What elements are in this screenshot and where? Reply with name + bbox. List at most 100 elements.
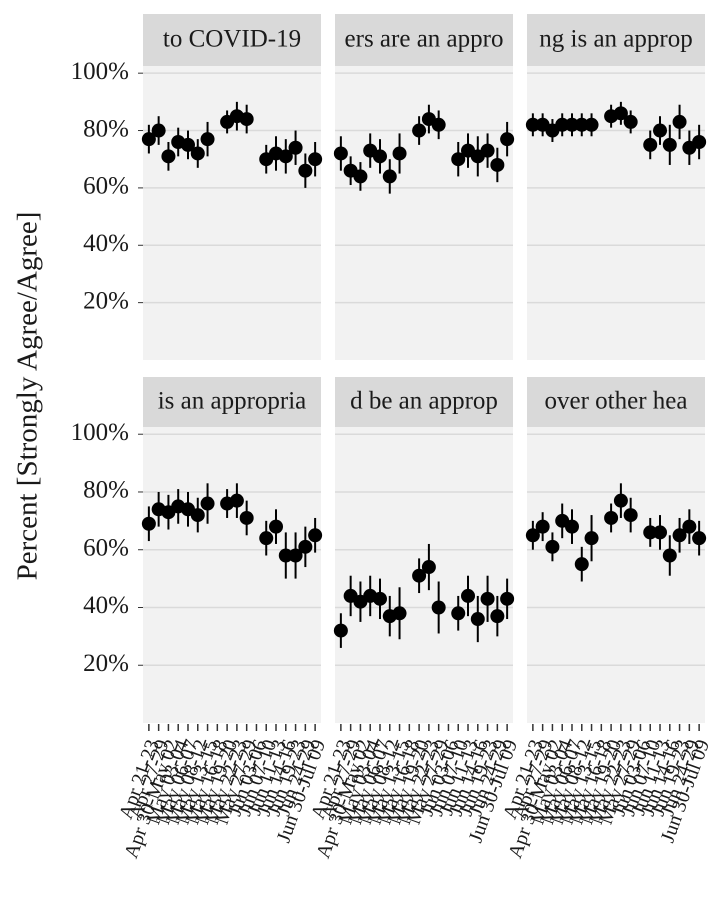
point	[372, 149, 387, 164]
panel-background	[143, 66, 321, 360]
point	[229, 493, 244, 508]
point	[461, 588, 476, 603]
point	[545, 539, 560, 554]
point	[604, 510, 619, 525]
point	[490, 157, 505, 172]
panel-background	[335, 66, 513, 360]
point	[190, 508, 205, 523]
point	[490, 609, 505, 624]
point	[525, 528, 540, 543]
point	[662, 137, 677, 152]
point	[200, 496, 215, 511]
y-tick-label: 20%	[83, 650, 129, 677]
point	[470, 612, 485, 627]
point	[623, 114, 638, 129]
y-tick-label: 100%	[71, 58, 129, 85]
y-axis-title: Percent [Strongly Agree/Agree]	[12, 212, 44, 581]
point	[653, 123, 668, 138]
point	[333, 146, 348, 161]
point	[259, 531, 274, 546]
point	[653, 525, 668, 540]
point	[672, 114, 687, 129]
panel-background	[527, 427, 705, 723]
point	[613, 106, 628, 121]
point	[382, 169, 397, 184]
y-tick-label: 40%	[83, 230, 129, 257]
strip-background	[143, 377, 321, 427]
point	[451, 606, 466, 621]
point	[682, 519, 697, 534]
point	[584, 117, 599, 132]
y-tick-label: 100%	[71, 419, 129, 446]
strip-title: over other hea	[545, 388, 688, 415]
point	[392, 606, 407, 621]
point	[525, 117, 540, 132]
point	[298, 539, 313, 554]
point	[190, 146, 205, 161]
point	[574, 117, 589, 132]
point	[239, 510, 254, 525]
y-tick-label: 80%	[83, 115, 129, 142]
strip-background	[143, 14, 321, 66]
point	[643, 525, 658, 540]
panel-background	[143, 427, 321, 723]
point	[451, 152, 466, 167]
point	[421, 560, 436, 575]
point	[200, 132, 215, 147]
strip-background	[527, 377, 705, 427]
y-tick-label: 40%	[83, 592, 129, 619]
point	[161, 149, 176, 164]
point	[555, 117, 570, 132]
point	[564, 117, 579, 132]
point	[412, 123, 427, 138]
point	[141, 132, 156, 147]
point	[500, 132, 515, 147]
y-tick-label: 80%	[83, 477, 129, 504]
point	[269, 519, 284, 534]
strip-title: d be an approp	[350, 388, 498, 415]
point	[672, 528, 687, 543]
point	[372, 591, 387, 606]
point	[692, 531, 707, 546]
point	[692, 135, 707, 150]
strip-background	[527, 14, 705, 66]
point	[480, 591, 495, 606]
point	[662, 548, 677, 563]
strip-background	[335, 377, 513, 427]
y-tick-label: 20%	[83, 287, 129, 314]
point	[288, 548, 303, 563]
strip-title: ng is an approp	[539, 26, 692, 53]
point	[239, 112, 254, 127]
point	[500, 591, 515, 606]
point	[392, 146, 407, 161]
point	[151, 123, 166, 138]
point	[141, 516, 156, 531]
point	[308, 152, 323, 167]
point	[308, 528, 323, 543]
y-tick-label: 60%	[83, 534, 129, 561]
point	[535, 519, 550, 534]
strip-title: is an appropria	[158, 388, 307, 415]
y-tick-label: 60%	[83, 173, 129, 200]
point	[353, 169, 368, 184]
point	[180, 137, 195, 152]
point	[613, 493, 628, 508]
point	[574, 557, 589, 572]
point	[333, 623, 348, 638]
point	[584, 531, 599, 546]
point	[278, 548, 293, 563]
strip-background	[335, 14, 513, 66]
point	[623, 508, 638, 523]
point	[564, 519, 579, 534]
point	[480, 143, 495, 158]
point	[298, 163, 313, 178]
point	[278, 149, 293, 164]
point	[431, 117, 446, 132]
point	[412, 568, 427, 583]
point	[643, 137, 658, 152]
point	[288, 140, 303, 155]
strip-title: to COVID-19	[163, 26, 301, 53]
point	[431, 600, 446, 615]
strip-title: ers are an appro	[345, 26, 504, 53]
